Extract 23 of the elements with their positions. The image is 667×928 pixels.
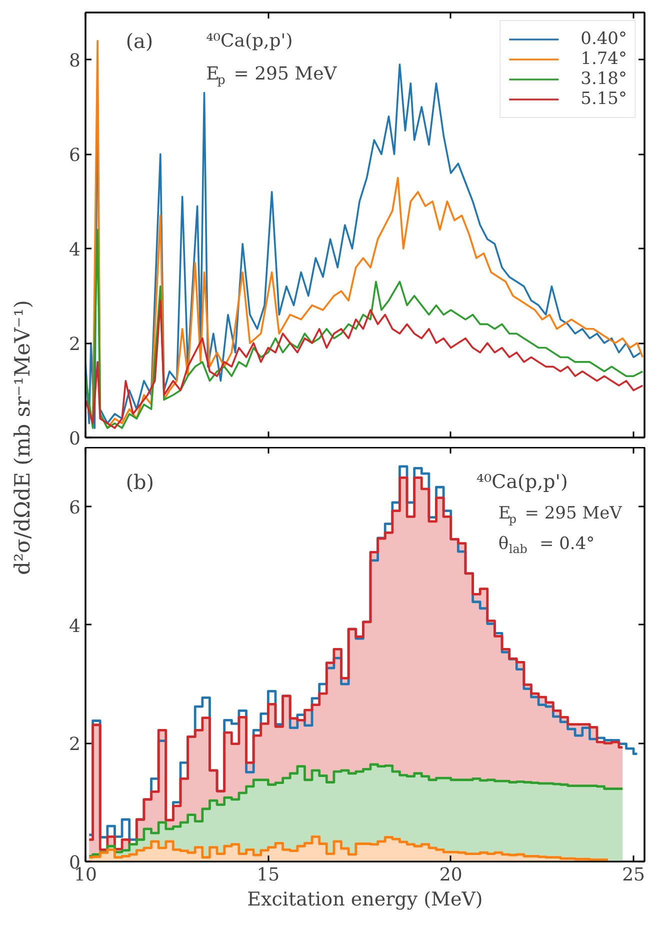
annotation: ⁴⁰Ca(p,p')	[476, 470, 568, 493]
x-tick-label: 15	[256, 864, 280, 886]
legend-label: 1.74°	[580, 49, 627, 69]
y-tick-label: 8	[69, 50, 80, 72]
y-tick-label: 0	[69, 428, 80, 450]
annotation: (a)	[126, 28, 154, 53]
y-tick-label: 6	[69, 498, 80, 519]
legend-label: 5.15°	[580, 89, 627, 109]
y-tick-label: 2	[69, 334, 80, 356]
line-series	[86, 300, 644, 429]
y-axis-title: d²σ/dΩdE (mb sr⁻¹MeV⁻¹)	[10, 300, 34, 575]
y-tick-label: 4	[69, 240, 80, 261]
x-tick-label: 25	[622, 864, 645, 886]
legend-label: 3.18°	[580, 69, 627, 89]
y-tick-label: 6	[69, 145, 80, 166]
annotation: ⁴⁰Ca(p,p')	[206, 30, 293, 52]
y-tick-label: 2	[69, 734, 80, 756]
x-tick-label: 20	[439, 864, 462, 886]
line-series	[86, 228, 644, 429]
legend-label: 0.40°	[580, 29, 627, 49]
x-axis-title: Excitation energy (MeV)	[247, 888, 483, 910]
annotation: (b)	[126, 470, 154, 494]
y-tick-label: 4	[69, 616, 80, 637]
